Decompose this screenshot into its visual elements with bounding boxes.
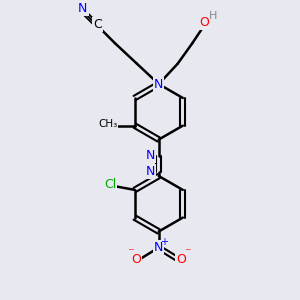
Text: CH₃: CH₃	[98, 119, 117, 129]
Text: N: N	[146, 165, 155, 178]
Text: C: C	[93, 18, 102, 31]
Text: ⁻: ⁻	[184, 246, 191, 259]
Text: N: N	[154, 78, 164, 91]
Text: O: O	[131, 253, 141, 266]
Text: Cl: Cl	[104, 178, 116, 191]
Text: N: N	[154, 241, 164, 254]
Text: N: N	[78, 2, 88, 15]
Text: +: +	[160, 237, 168, 247]
Text: ⁻: ⁻	[127, 246, 134, 259]
Text: O: O	[199, 16, 209, 29]
Text: H: H	[208, 11, 217, 21]
Text: O: O	[176, 253, 186, 266]
Text: N: N	[146, 149, 155, 162]
